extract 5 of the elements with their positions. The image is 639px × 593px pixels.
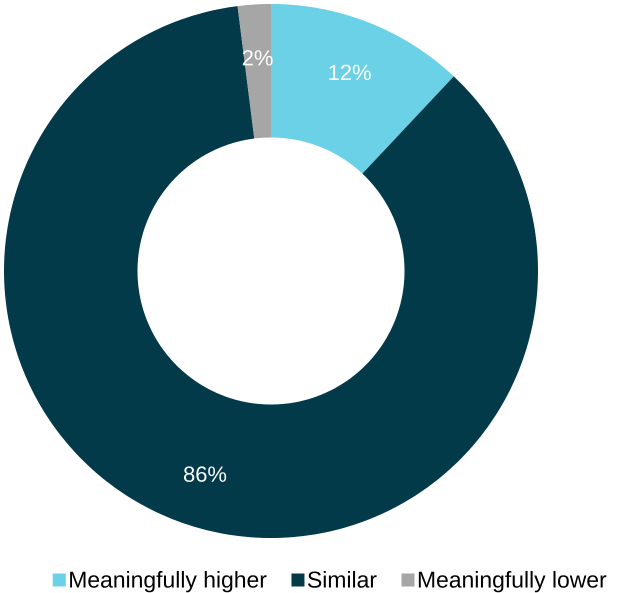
data-label: 86%: [184, 466, 226, 482]
legend-label: Meaningfully higher: [70, 570, 267, 592]
legend-label: Similar: [308, 570, 377, 588]
legend-label: Meaningfully lower: [418, 570, 606, 592]
data-label: 12%: [329, 64, 371, 80]
